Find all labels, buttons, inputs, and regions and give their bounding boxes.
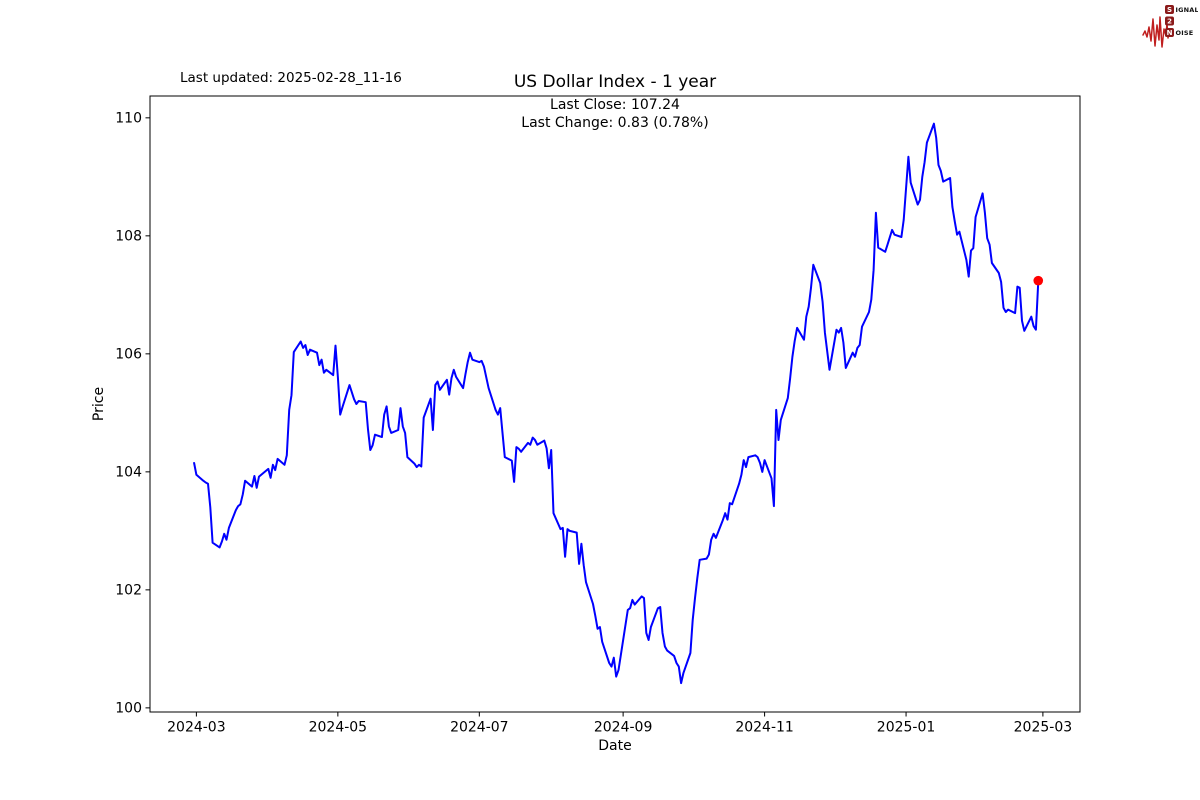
x-tick-label: 2024-11 <box>735 720 794 736</box>
logo-text-block: S IGNAL 2 N OISE <box>1165 5 1198 37</box>
signal2noise-logo: S IGNAL 2 N OISE <box>1142 5 1198 48</box>
y-tick-label: 100 <box>115 701 142 717</box>
chart-annotation: Last Close: 107.24 Last Change: 0.83 (0.… <box>150 97 1080 132</box>
x-tick-label: 2024-07 <box>450 720 509 736</box>
logo-badge-n <box>1165 28 1174 37</box>
last-change-text: Last Change: 0.83 (0.78%) <box>521 114 709 131</box>
x-tick-label: 2024-03 <box>167 720 226 736</box>
y-tick-label: 106 <box>115 347 142 363</box>
logo-badge-n-letter: N <box>1167 29 1173 37</box>
y-tick-label: 102 <box>115 583 142 599</box>
last-close-marker <box>1033 275 1044 286</box>
logo-badge-s <box>1165 5 1174 14</box>
logo-text-oise: OISE <box>1176 29 1194 37</box>
x-tick-label: 2024-05 <box>309 720 368 736</box>
y-tick-label: 110 <box>115 111 142 127</box>
axes-border <box>149 95 1081 713</box>
y-tick-label: 108 <box>115 229 142 245</box>
x-tick-label: 2025-01 <box>877 720 936 736</box>
logo-badge-2-digit: 2 <box>1167 18 1172 26</box>
x-tick-label: 2024-09 <box>594 720 653 736</box>
logo-text-ignal: IGNAL <box>1176 6 1199 14</box>
chart-title: US Dollar Index - 1 year <box>513 72 717 92</box>
x-tick-label: 2025-03 <box>1014 720 1073 736</box>
last-close-text: Last Close: 107.24 <box>550 97 680 113</box>
price-line <box>193 122 1040 685</box>
last-updated-text: Last updated: 2025-02-28_11-16 <box>180 70 402 86</box>
logo-badge-s-letter: S <box>1167 6 1172 14</box>
logo-badge-2 <box>1165 16 1174 26</box>
y-tick-label: 104 <box>115 465 142 481</box>
x-axis-label: Date <box>598 738 632 754</box>
